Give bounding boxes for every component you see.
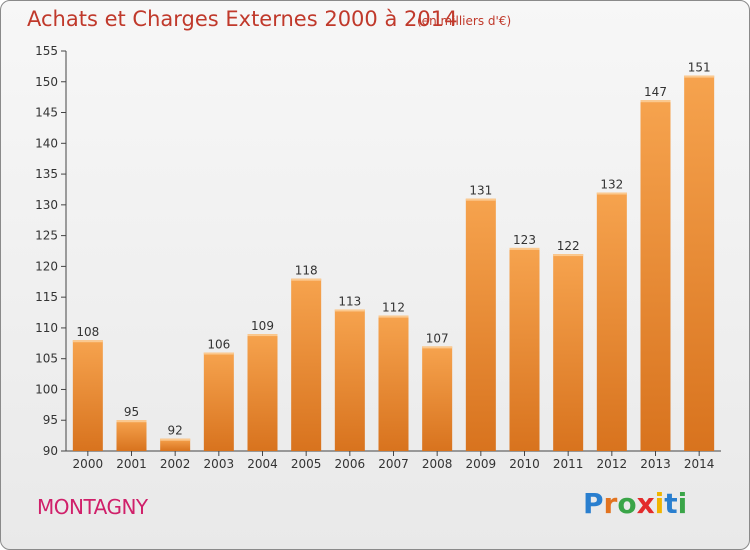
x-tick-label: 2013: [640, 457, 671, 471]
bar-2000: [72, 340, 103, 451]
data-label: 132: [600, 178, 623, 192]
y-tick-label: 130: [35, 198, 58, 212]
data-label: 92: [168, 424, 183, 438]
chart-subtitle: (en milliers d'€): [417, 14, 512, 28]
data-label: 151: [688, 61, 711, 75]
bar-2013: [640, 100, 671, 451]
y-tick-label: 120: [35, 259, 58, 273]
data-label: 122: [557, 239, 580, 253]
logo-letter: x: [636, 487, 655, 520]
data-label: 109: [251, 319, 274, 333]
bar-top-highlight: [378, 315, 409, 318]
bar-top-highlight: [509, 247, 540, 250]
y-tick-label: 155: [35, 44, 58, 58]
bar-2006: [334, 309, 365, 451]
y-tick-label: 105: [35, 352, 58, 366]
data-label: 95: [124, 405, 139, 419]
logo-letter: r: [603, 487, 618, 520]
bar-top-highlight: [596, 192, 627, 195]
bar-top-highlight: [291, 278, 322, 281]
bar-2002: [160, 438, 191, 451]
data-label: 131: [469, 184, 492, 198]
data-label: 118: [295, 264, 318, 278]
x-tick-label: 2012: [597, 457, 628, 471]
x-tick-label: 2000: [73, 457, 104, 471]
bar-2012: [596, 192, 627, 452]
data-label: 112: [382, 301, 405, 315]
bar-2010: [509, 247, 540, 451]
y-tick-label: 125: [35, 229, 58, 243]
logo-letter: i: [654, 487, 665, 520]
data-label: 107: [426, 331, 449, 345]
x-tick-label: 2014: [684, 457, 715, 471]
bar-2009: [465, 198, 496, 451]
x-tick-label: 2010: [509, 457, 540, 471]
x-tick-label: 2008: [422, 457, 453, 471]
x-tick-label: 2001: [116, 457, 147, 471]
bar-top-highlight: [684, 75, 715, 78]
proxiti-logo: Proxiti: [583, 487, 687, 520]
bar-top-highlight: [334, 309, 365, 312]
x-tick-label: 2004: [247, 457, 278, 471]
bar-2001: [116, 420, 147, 451]
bar-2004: [247, 334, 278, 451]
bar-top-highlight: [422, 346, 453, 349]
x-tick-label: 2011: [553, 457, 584, 471]
y-tick-label: 90: [43, 444, 58, 458]
logo-letter: P: [583, 487, 604, 520]
bar-2005: [291, 278, 322, 451]
x-tick-label: 2007: [378, 457, 409, 471]
bar-top-highlight: [553, 254, 584, 257]
bar-top-highlight: [640, 100, 671, 103]
bar-top-highlight: [116, 420, 147, 423]
town-name: MONTAGNY: [37, 495, 148, 519]
y-tick-label: 150: [35, 75, 58, 89]
logo-letter: t: [664, 487, 678, 520]
data-label: 123: [513, 233, 536, 247]
logo-letter: o: [617, 487, 637, 520]
bar-2014: [684, 75, 715, 451]
bar-2008: [422, 346, 453, 451]
data-label: 113: [338, 294, 361, 308]
data-label: 147: [644, 85, 667, 99]
bar-top-highlight: [203, 352, 234, 355]
bar-2011: [553, 254, 584, 451]
bar-top-highlight: [72, 340, 103, 343]
y-tick-label: 135: [35, 167, 58, 181]
y-tick-label: 95: [43, 413, 58, 427]
data-label: 106: [207, 338, 230, 352]
y-tick-label: 110: [35, 321, 58, 335]
y-tick-label: 145: [35, 106, 58, 120]
data-label: 108: [76, 325, 99, 339]
x-tick-label: 2005: [291, 457, 322, 471]
bar-2007: [378, 315, 409, 451]
y-tick-label: 115: [35, 290, 58, 304]
x-tick-label: 2002: [160, 457, 191, 471]
bar-top-highlight: [160, 438, 191, 441]
bar-top-highlight: [247, 334, 278, 337]
logo-letter: i: [677, 487, 688, 520]
y-tick-label: 100: [35, 382, 58, 396]
x-tick-label: 2003: [204, 457, 235, 471]
bar-top-highlight: [465, 198, 496, 201]
bar-2003: [203, 352, 234, 451]
x-tick-label: 2009: [466, 457, 497, 471]
y-tick-label: 140: [35, 136, 58, 150]
chart-title: Achats et Charges Externes 2000 à 2014: [27, 7, 458, 31]
x-tick-label: 2006: [335, 457, 366, 471]
